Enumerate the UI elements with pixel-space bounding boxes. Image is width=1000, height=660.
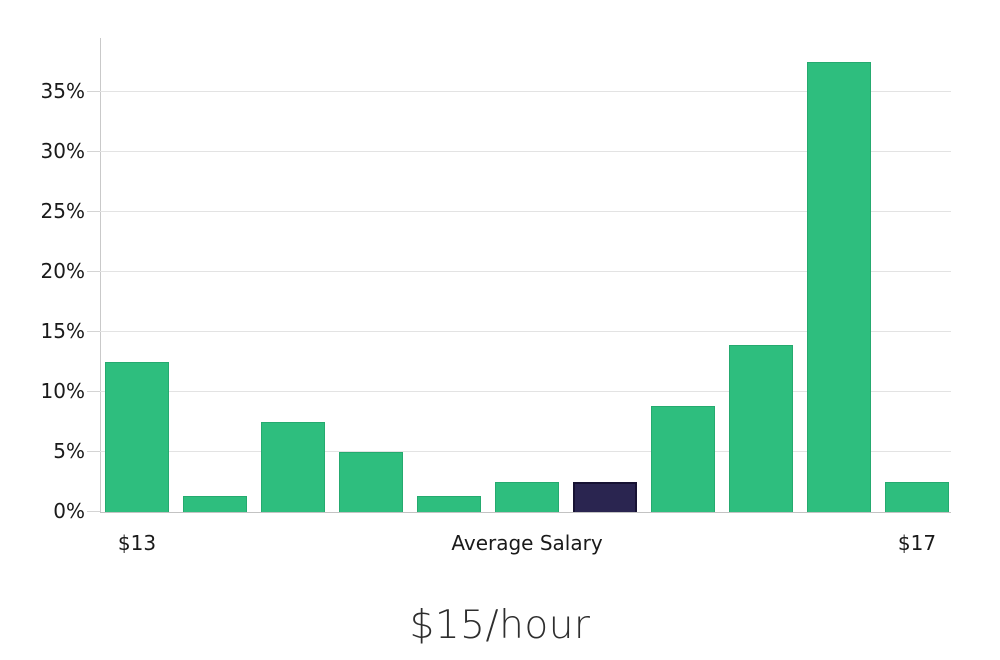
y-tick-label: 35% xyxy=(40,79,85,103)
gridline xyxy=(100,211,951,212)
y-tick-label: 20% xyxy=(40,259,85,283)
gridline xyxy=(100,391,951,392)
y-tick-label: 5% xyxy=(53,439,85,463)
bar xyxy=(261,422,325,512)
plot-area xyxy=(100,38,951,512)
bar xyxy=(651,406,715,512)
y-tick-label: 10% xyxy=(40,379,85,403)
bar xyxy=(885,482,949,512)
bar xyxy=(729,345,793,512)
y-tick-label: 0% xyxy=(53,499,85,523)
chart-title: $15/hour xyxy=(409,603,591,648)
bar-highlighted xyxy=(573,482,637,512)
bar xyxy=(183,496,247,512)
y-tick-mark xyxy=(87,511,100,512)
y-tick-mark xyxy=(87,451,100,452)
gridline xyxy=(100,151,951,152)
bar xyxy=(339,452,403,512)
y-axis-line xyxy=(100,38,101,513)
x-tick-label: $17 xyxy=(897,531,937,555)
gridline xyxy=(100,451,951,452)
y-tick-mark xyxy=(87,91,100,92)
y-tick-label: 25% xyxy=(40,199,85,223)
y-tick-label: 30% xyxy=(40,139,85,163)
x-axis-line xyxy=(100,512,951,513)
y-tick-mark xyxy=(87,391,100,392)
bar xyxy=(807,62,871,512)
bar xyxy=(417,496,481,512)
y-tick-mark xyxy=(87,151,100,152)
y-tick-mark xyxy=(87,331,100,332)
gridline xyxy=(100,91,951,92)
gridline xyxy=(100,271,951,272)
gridline xyxy=(100,331,951,332)
x-tick-label: Average Salary xyxy=(451,531,603,555)
y-tick-mark xyxy=(87,211,100,212)
y-tick-label: 15% xyxy=(40,319,85,343)
y-tick-mark xyxy=(87,271,100,272)
bar xyxy=(495,482,559,512)
bar xyxy=(105,362,169,512)
x-tick-label: $13 xyxy=(117,531,157,555)
